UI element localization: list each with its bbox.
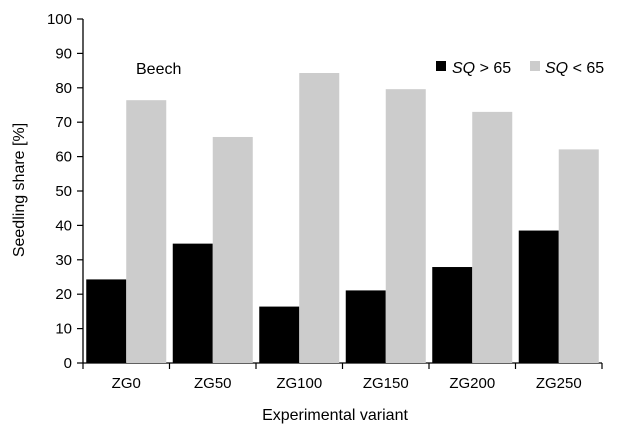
bar-sq-above-65	[518, 230, 559, 363]
x-tick-label: ZG0	[112, 375, 141, 392]
y-axis: 0 10 20 30 40 50 60 70 80 90 100	[47, 11, 84, 372]
y-tick-label: 50	[55, 183, 72, 200]
legend-swatch-sq-below-65	[530, 61, 540, 71]
legend-swatch-sq-above-65	[436, 61, 446, 71]
bar-sq-above-65	[172, 243, 213, 363]
legend-label-sq-above-65: SQ > 65	[452, 60, 511, 77]
x-axis: ZG0 ZG50 ZG100 ZG150 ZG200 ZG250	[82, 362, 603, 392]
x-tick-label: ZG250	[536, 375, 582, 392]
bar-sq-below-65	[558, 149, 599, 363]
x-tick-label: ZG150	[363, 375, 409, 392]
legend: SQ > 65 SQ < 65	[436, 60, 604, 77]
y-axis-title: Seedling share [%]	[11, 123, 28, 257]
x-tick-label: ZG100	[276, 375, 322, 392]
y-tick-label: 100	[47, 11, 72, 28]
bar-sq-above-65	[345, 290, 386, 363]
bar-sq-above-65	[259, 306, 300, 363]
bars	[86, 73, 599, 364]
y-tick-label: 30	[55, 252, 72, 269]
x-axis-title: Experimental variant	[262, 407, 408, 424]
bar-sq-above-65	[86, 279, 127, 363]
y-tick-label: 0	[64, 355, 72, 372]
bar-sq-below-65	[472, 111, 513, 363]
y-tick-label: 20	[55, 286, 72, 303]
bar-sq-below-65	[299, 73, 340, 364]
y-tick-label: 10	[55, 321, 72, 338]
bar-sq-below-65	[126, 100, 167, 364]
y-tick-label: 60	[55, 149, 72, 166]
y-tick-label: 70	[55, 114, 72, 131]
bar-sq-below-65	[212, 136, 253, 363]
x-tick-label: ZG200	[449, 375, 495, 392]
bar-sq-below-65	[385, 89, 426, 364]
x-tick-label: ZG50	[194, 375, 232, 392]
y-tick-label: 80	[55, 80, 72, 97]
bar-sq-above-65	[432, 267, 473, 363]
y-tick-label: 90	[55, 45, 72, 62]
legend-label-sq-below-65: SQ < 65	[545, 60, 604, 77]
y-tick-label: 40	[55, 217, 72, 234]
annotation-label: Beech	[136, 61, 181, 78]
